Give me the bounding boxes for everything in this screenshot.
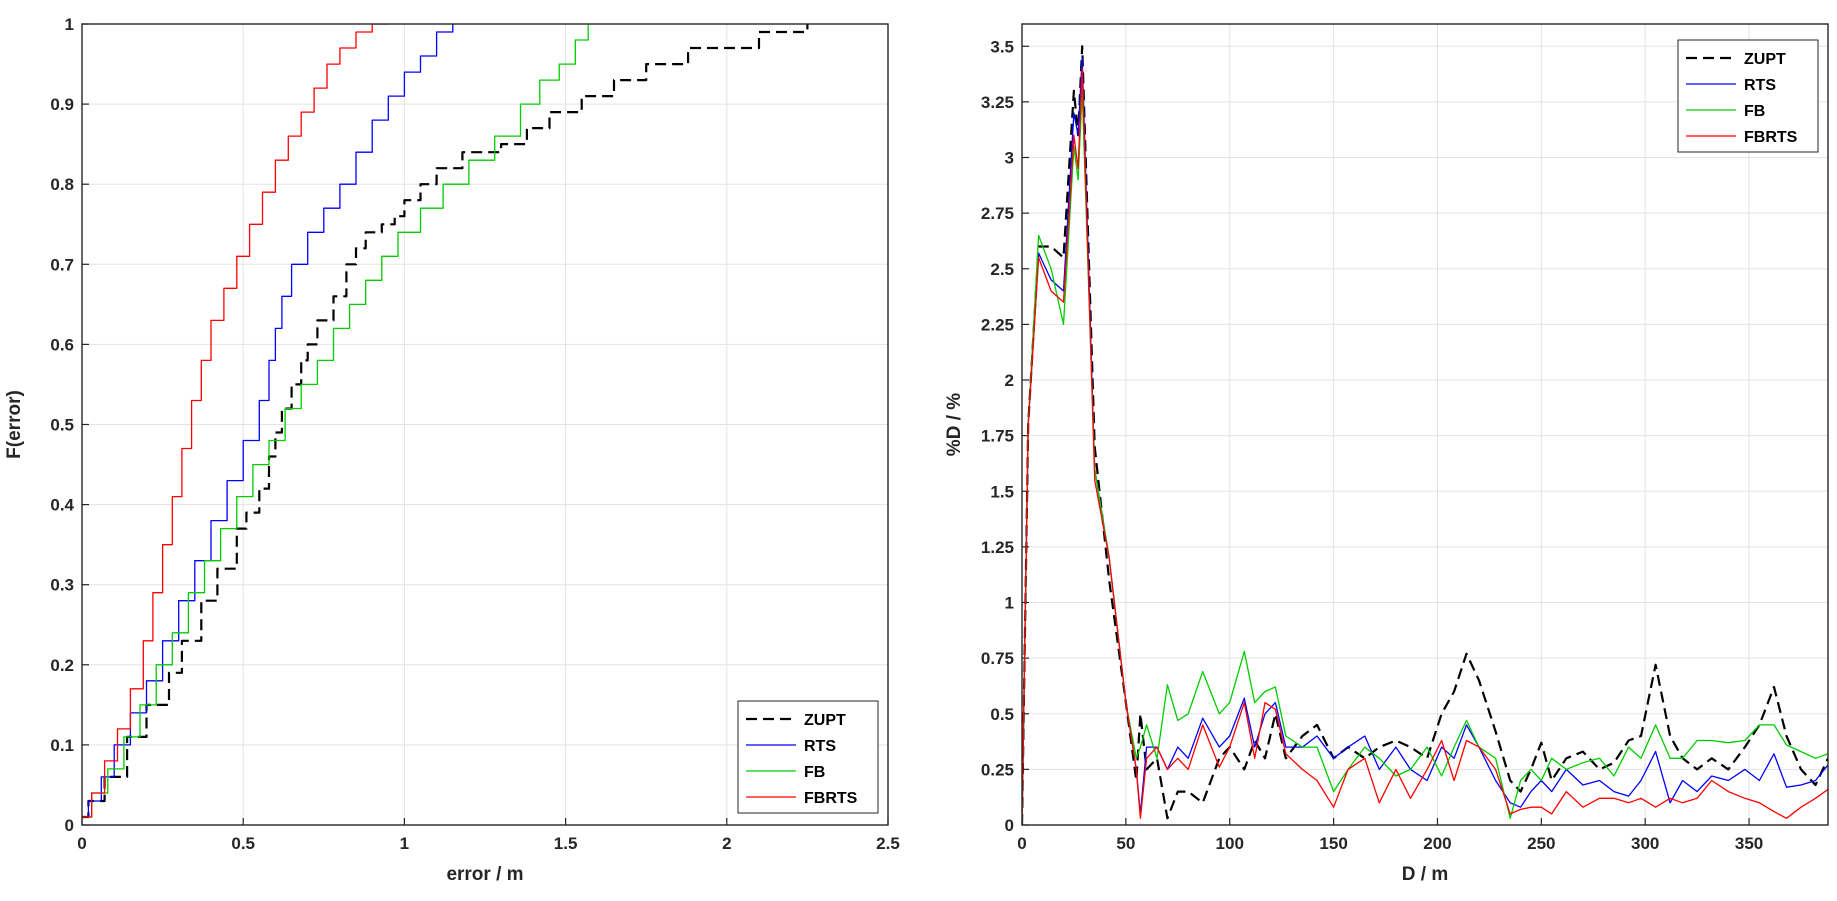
x-tick-label: 0.5 <box>231 834 255 853</box>
x-tick-label: 200 <box>1423 834 1451 853</box>
y-tick-label: 0.5 <box>50 416 74 435</box>
legend-box <box>737 700 879 814</box>
y-tick-label: 0.5 <box>990 705 1014 724</box>
axes-frame <box>81 23 889 826</box>
y-tick-label: 0.6 <box>50 335 74 354</box>
legend-label-rts: RTS <box>804 738 836 755</box>
legend-label-zupt: ZUPT <box>1744 51 1786 68</box>
x-tick-label: 150 <box>1319 834 1347 853</box>
y-tick-label: 2 <box>1005 371 1014 390</box>
legend-box <box>1677 39 1819 153</box>
x-tick-label: 300 <box>1631 834 1659 853</box>
x-axis-label: D / m <box>1402 864 1448 885</box>
y-tick-label: 2.25 <box>981 315 1014 334</box>
y-tick-label: 0.3 <box>50 576 74 595</box>
x-tick-label: 1.5 <box>554 834 578 853</box>
y-tick-label: 3 <box>1005 149 1014 168</box>
series-line-fb <box>1022 90 1828 825</box>
x-tick-label: 0 <box>1017 834 1026 853</box>
series-line-zupt <box>82 24 809 819</box>
y-tick-label: 2.5 <box>990 260 1014 279</box>
x-tick-label: 1 <box>400 834 409 853</box>
y-axis-label: F(error) <box>4 390 25 459</box>
y-tick-label: 0.4 <box>50 496 74 515</box>
x-axis-label: error / m <box>446 864 523 885</box>
y-tick-label: 0.2 <box>50 656 74 675</box>
y-tick-label: 1 <box>65 15 74 34</box>
legend: ZUPT RTS FB FBRTS <box>1677 39 1819 153</box>
x-tick-label: 250 <box>1527 834 1555 853</box>
y-tick-label: 2.75 <box>981 204 1014 223</box>
y-tick-label: 0.75 <box>981 649 1014 668</box>
legend-label-rts: RTS <box>1744 77 1776 94</box>
y-tick-label: 3.5 <box>990 37 1014 56</box>
y-tick-label: 1.75 <box>981 427 1014 446</box>
y-tick-label: 1.25 <box>981 538 1014 557</box>
y-tick-label: 0.7 <box>50 255 74 274</box>
y-tick-label: 0 <box>1005 816 1014 835</box>
y-tick-label: 0.25 <box>981 760 1014 779</box>
legend-label-fb: FB <box>804 764 825 781</box>
y-tick-label: 3.25 <box>981 93 1014 112</box>
x-tick-label: 2.5 <box>876 834 900 853</box>
legend-label-zupt: ZUPT <box>804 712 846 729</box>
series-line-fbrts <box>1022 67 1828 825</box>
y-tick-label: 0.9 <box>50 95 74 114</box>
drift-chart: 0 50 100 150 200 250 300 350 0 0.25 0.5 0.75 1 1.25 1.… <box>944 23 1829 885</box>
legend-label-fbrts: FBRTS <box>804 790 858 807</box>
axes-frame <box>1021 23 1829 826</box>
legend-label-fbrts: FBRTS <box>1744 129 1798 146</box>
x-tick-label: 50 <box>1116 834 1135 853</box>
x-tick-label: 350 <box>1735 834 1763 853</box>
y-tick-label: 0.1 <box>50 736 74 755</box>
series-line-rts <box>82 24 454 818</box>
x-tick-label: 2 <box>722 834 731 853</box>
y-tick-label: 1 <box>1005 594 1014 613</box>
y-tick-label: 0.8 <box>50 175 74 194</box>
x-tick-label: 0 <box>77 834 86 853</box>
y-axis-label: %D / % <box>944 393 965 456</box>
legend-label-fb: FB <box>1744 103 1765 120</box>
cdf-chart: 0 0.5 1 1.5 2 2.5 0 0.1 0.2 0.3 0.4 0.5 0.6 0.7 0.8 0.9… <box>4 15 900 885</box>
series-line-zupt <box>1022 45 1828 825</box>
y-tick-label: 0 <box>65 816 74 835</box>
y-tick-label: 1.5 <box>990 482 1014 501</box>
series-line-fbrts <box>82 24 389 818</box>
legend: ZUPT RTS FB FBRTS <box>737 700 879 814</box>
series-line-fb <box>82 24 589 818</box>
x-tick-label: 100 <box>1216 834 1244 853</box>
